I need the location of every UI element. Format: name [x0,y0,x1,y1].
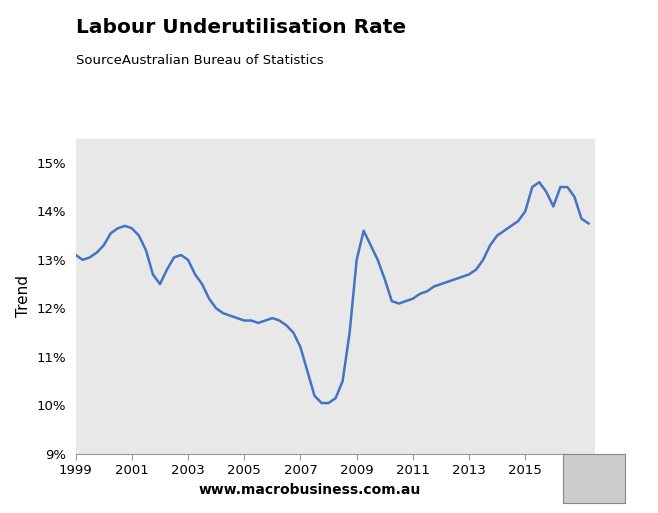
Text: Labour Underutilisation Rate: Labour Underutilisation Rate [76,18,406,37]
Text: SourceAustralian Bureau of Statistics: SourceAustralian Bureau of Statistics [76,54,323,67]
Text: www.macrobusiness.com.au: www.macrobusiness.com.au [198,483,420,497]
Text: MACRO: MACRO [531,24,617,44]
Text: BUSINESS: BUSINESS [516,56,632,76]
Y-axis label: Trend: Trend [16,275,31,317]
